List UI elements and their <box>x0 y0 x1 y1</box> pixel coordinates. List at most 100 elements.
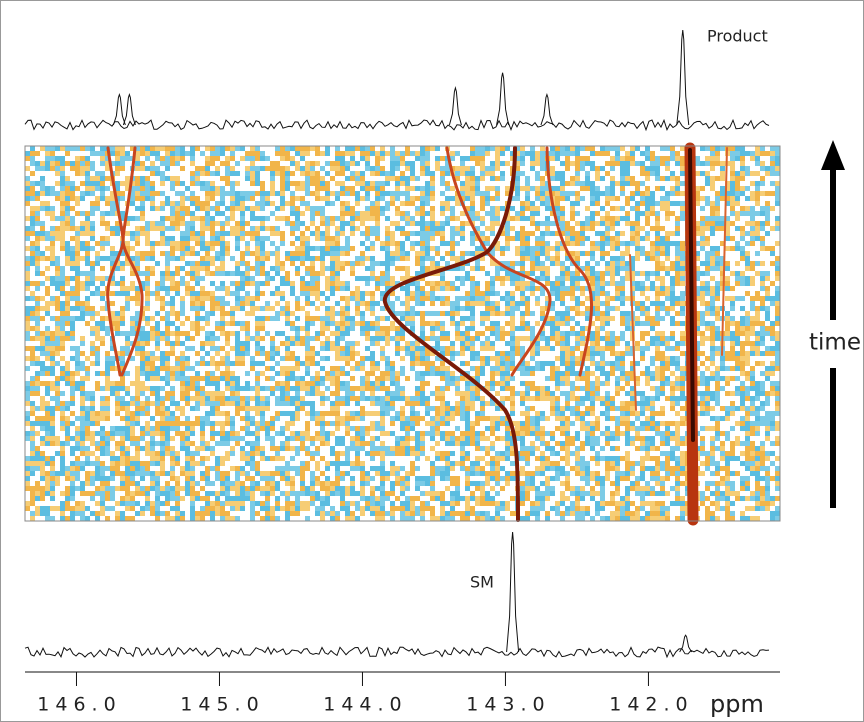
noise-cell <box>415 376 420 381</box>
noise-cell <box>420 191 425 196</box>
noise-cell <box>455 326 460 331</box>
noise-cell <box>145 236 150 241</box>
noise-cell <box>35 371 40 376</box>
noise-cell <box>405 231 410 236</box>
noise-cell <box>85 226 90 231</box>
noise-cell <box>555 186 560 191</box>
noise-cell <box>170 251 175 256</box>
noise-cell <box>620 321 625 326</box>
noise-cell <box>90 211 95 216</box>
noise-cell <box>245 301 250 306</box>
noise-cell <box>745 251 750 256</box>
noise-cell <box>350 356 355 361</box>
noise-cell <box>605 301 610 306</box>
noise-cell <box>140 251 145 256</box>
noise-cell <box>210 236 215 241</box>
noise-cell <box>350 231 355 236</box>
noise-cell <box>260 201 265 206</box>
noise-cell <box>115 156 120 161</box>
noise-cell <box>715 371 720 376</box>
noise-cell <box>95 176 100 181</box>
noise-cell <box>195 371 200 376</box>
noise-cell <box>120 191 125 196</box>
noise-cell <box>280 296 285 301</box>
noise-cell <box>35 311 40 316</box>
noise-cell <box>50 151 55 156</box>
noise-cell <box>65 211 70 216</box>
noise-cell <box>675 186 680 191</box>
noise-cell <box>610 166 615 171</box>
noise-cell <box>495 291 500 296</box>
noise-cell <box>515 346 520 351</box>
noise-cell <box>150 246 155 251</box>
noise-cell <box>235 196 240 201</box>
noise-cell <box>630 196 635 201</box>
noise-cell <box>350 376 355 381</box>
noise-cell <box>640 181 645 186</box>
noise-cell <box>380 346 385 351</box>
noise-cell <box>585 206 590 211</box>
noise-cell <box>585 381 590 386</box>
noise-cell <box>440 281 445 286</box>
noise-cell <box>395 191 400 196</box>
noise-cell <box>530 326 535 331</box>
noise-cell <box>705 306 710 311</box>
noise-cell <box>405 251 410 256</box>
noise-cell <box>170 256 175 261</box>
noise-cell <box>195 386 200 391</box>
noise-cell <box>520 256 525 261</box>
noise-cell <box>140 176 145 181</box>
noise-cell <box>645 166 650 171</box>
noise-cell <box>55 231 60 236</box>
noise-cell <box>445 186 450 191</box>
noise-cell <box>670 321 675 326</box>
noise-cell <box>65 376 70 381</box>
noise-cell <box>635 236 640 241</box>
noise-cell <box>620 331 625 336</box>
noise-cell <box>105 201 110 206</box>
noise-cell <box>30 296 35 301</box>
noise-cell <box>435 146 440 151</box>
noise-cell <box>75 291 80 296</box>
noise-cell <box>155 151 160 156</box>
noise-cell <box>510 296 515 301</box>
noise-cell <box>450 356 455 361</box>
noise-cell <box>50 281 55 286</box>
noise-cell <box>260 181 265 186</box>
noise-cell <box>530 221 535 226</box>
noise-cell <box>615 161 620 166</box>
noise-cell <box>665 251 670 256</box>
noise-cell <box>245 251 250 256</box>
noise-cell <box>715 286 720 291</box>
noise-cell <box>615 306 620 311</box>
noise-cell <box>255 386 260 391</box>
noise-cell <box>325 241 330 246</box>
noise-cell <box>620 166 625 171</box>
noise-cell <box>180 356 185 361</box>
noise-cell <box>755 171 760 176</box>
noise-cell <box>185 186 190 191</box>
noise-cell <box>285 276 290 281</box>
noise-cell <box>745 361 750 366</box>
noise-cell <box>670 356 675 361</box>
noise-cell <box>540 291 545 296</box>
noise-cell <box>320 331 325 336</box>
noise-cell <box>320 236 325 241</box>
noise-cell <box>385 201 390 206</box>
noise-cell <box>90 261 95 266</box>
noise-cell <box>305 321 310 326</box>
noise-cell <box>655 216 660 221</box>
noise-cell <box>50 191 55 196</box>
noise-cell <box>75 251 80 256</box>
noise-cell <box>425 321 430 326</box>
noise-cell <box>450 241 455 246</box>
noise-cell <box>345 241 350 246</box>
noise-cell <box>360 366 365 371</box>
noise-cell <box>460 316 465 321</box>
noise-cell <box>185 251 190 256</box>
noise-cell <box>765 346 770 351</box>
noise-cell <box>770 386 775 391</box>
noise-cell <box>50 256 55 261</box>
noise-cell <box>135 291 140 296</box>
noise-cell <box>175 376 180 381</box>
